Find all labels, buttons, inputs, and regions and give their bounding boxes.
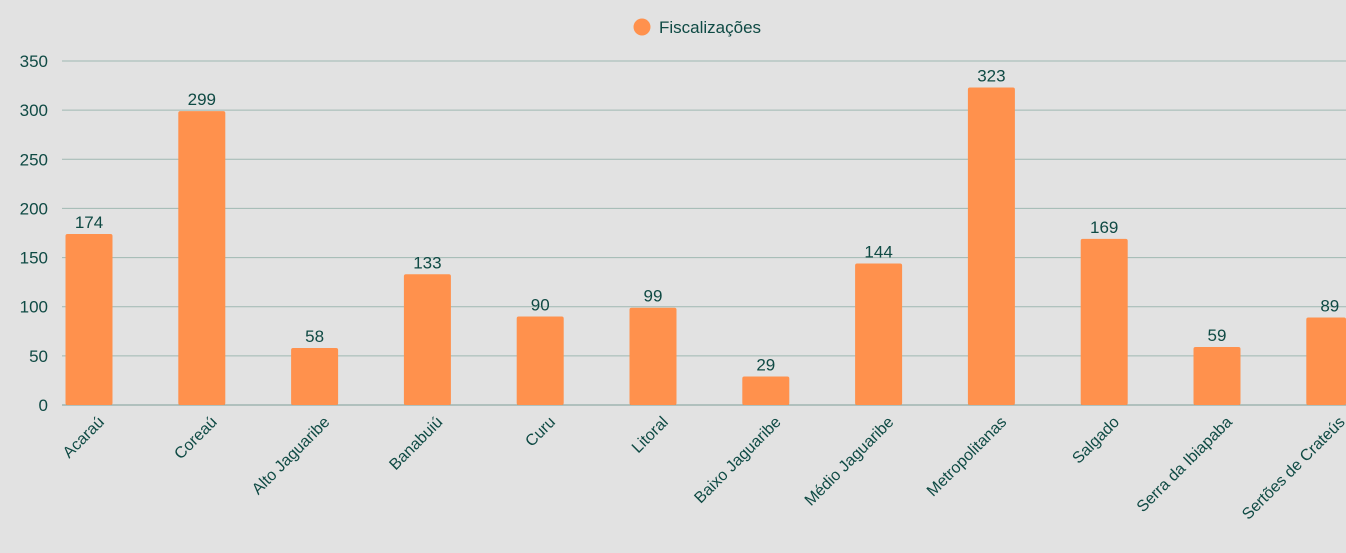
y-tick-label: 0 (39, 396, 48, 415)
data-label: 99 (644, 287, 663, 306)
bar[interactable] (742, 376, 790, 405)
y-tick-label: 350 (20, 52, 48, 71)
bar[interactable] (1080, 238, 1128, 405)
x-tick-label: Alto Jaguaribe (249, 414, 333, 498)
x-tick-label: Médio Jaguaribe (802, 414, 898, 510)
y-tick-label: 300 (20, 101, 48, 120)
bar[interactable] (178, 111, 226, 405)
data-label: 59 (1208, 326, 1227, 345)
x-tick-label: Sertões de Crateús (1239, 414, 1346, 524)
data-label: 89 (1320, 297, 1339, 316)
x-tick-label: Litoral (629, 414, 672, 457)
data-label: 90 (531, 296, 550, 315)
x-tick-label: Metropolitanas (924, 414, 1010, 500)
bar[interactable] (629, 307, 677, 405)
bar[interactable] (967, 87, 1015, 405)
bar[interactable] (855, 263, 903, 405)
data-label: 299 (188, 90, 216, 109)
legend-label: Fiscalizações (659, 18, 761, 37)
y-tick-label: 150 (20, 249, 48, 268)
legend-marker-icon (633, 18, 651, 36)
data-label: 29 (756, 355, 775, 374)
data-label: 144 (864, 242, 892, 261)
legend: Fiscalizações (633, 18, 761, 37)
bar[interactable] (65, 233, 113, 405)
data-label: 58 (305, 327, 324, 346)
data-label: 323 (977, 67, 1005, 86)
y-tick-label: 50 (29, 347, 48, 366)
x-tick-label: Banabuiú (386, 414, 446, 474)
x-tick-label: Salgado (1069, 414, 1123, 468)
y-tick-label: 200 (20, 199, 48, 218)
x-tick-label: Coreaú (171, 414, 220, 463)
bar[interactable] (516, 316, 564, 405)
bar[interactable] (1306, 317, 1346, 405)
bar[interactable] (291, 347, 339, 405)
x-tick-label: Serra da Ibiapaba (1134, 414, 1236, 516)
x-tick-label: Curu (522, 414, 559, 451)
y-tick-label: 250 (20, 150, 48, 169)
bar[interactable] (1193, 347, 1241, 405)
bar[interactable] (403, 274, 451, 405)
y-tick-label: 100 (20, 298, 48, 317)
data-label: 174 (75, 213, 103, 232)
x-tick-label: Acaraú (60, 414, 108, 462)
data-label: 133 (413, 253, 441, 272)
data-label: 169 (1090, 218, 1118, 237)
x-tick-label: Baixo Jaguaribe (691, 414, 784, 507)
